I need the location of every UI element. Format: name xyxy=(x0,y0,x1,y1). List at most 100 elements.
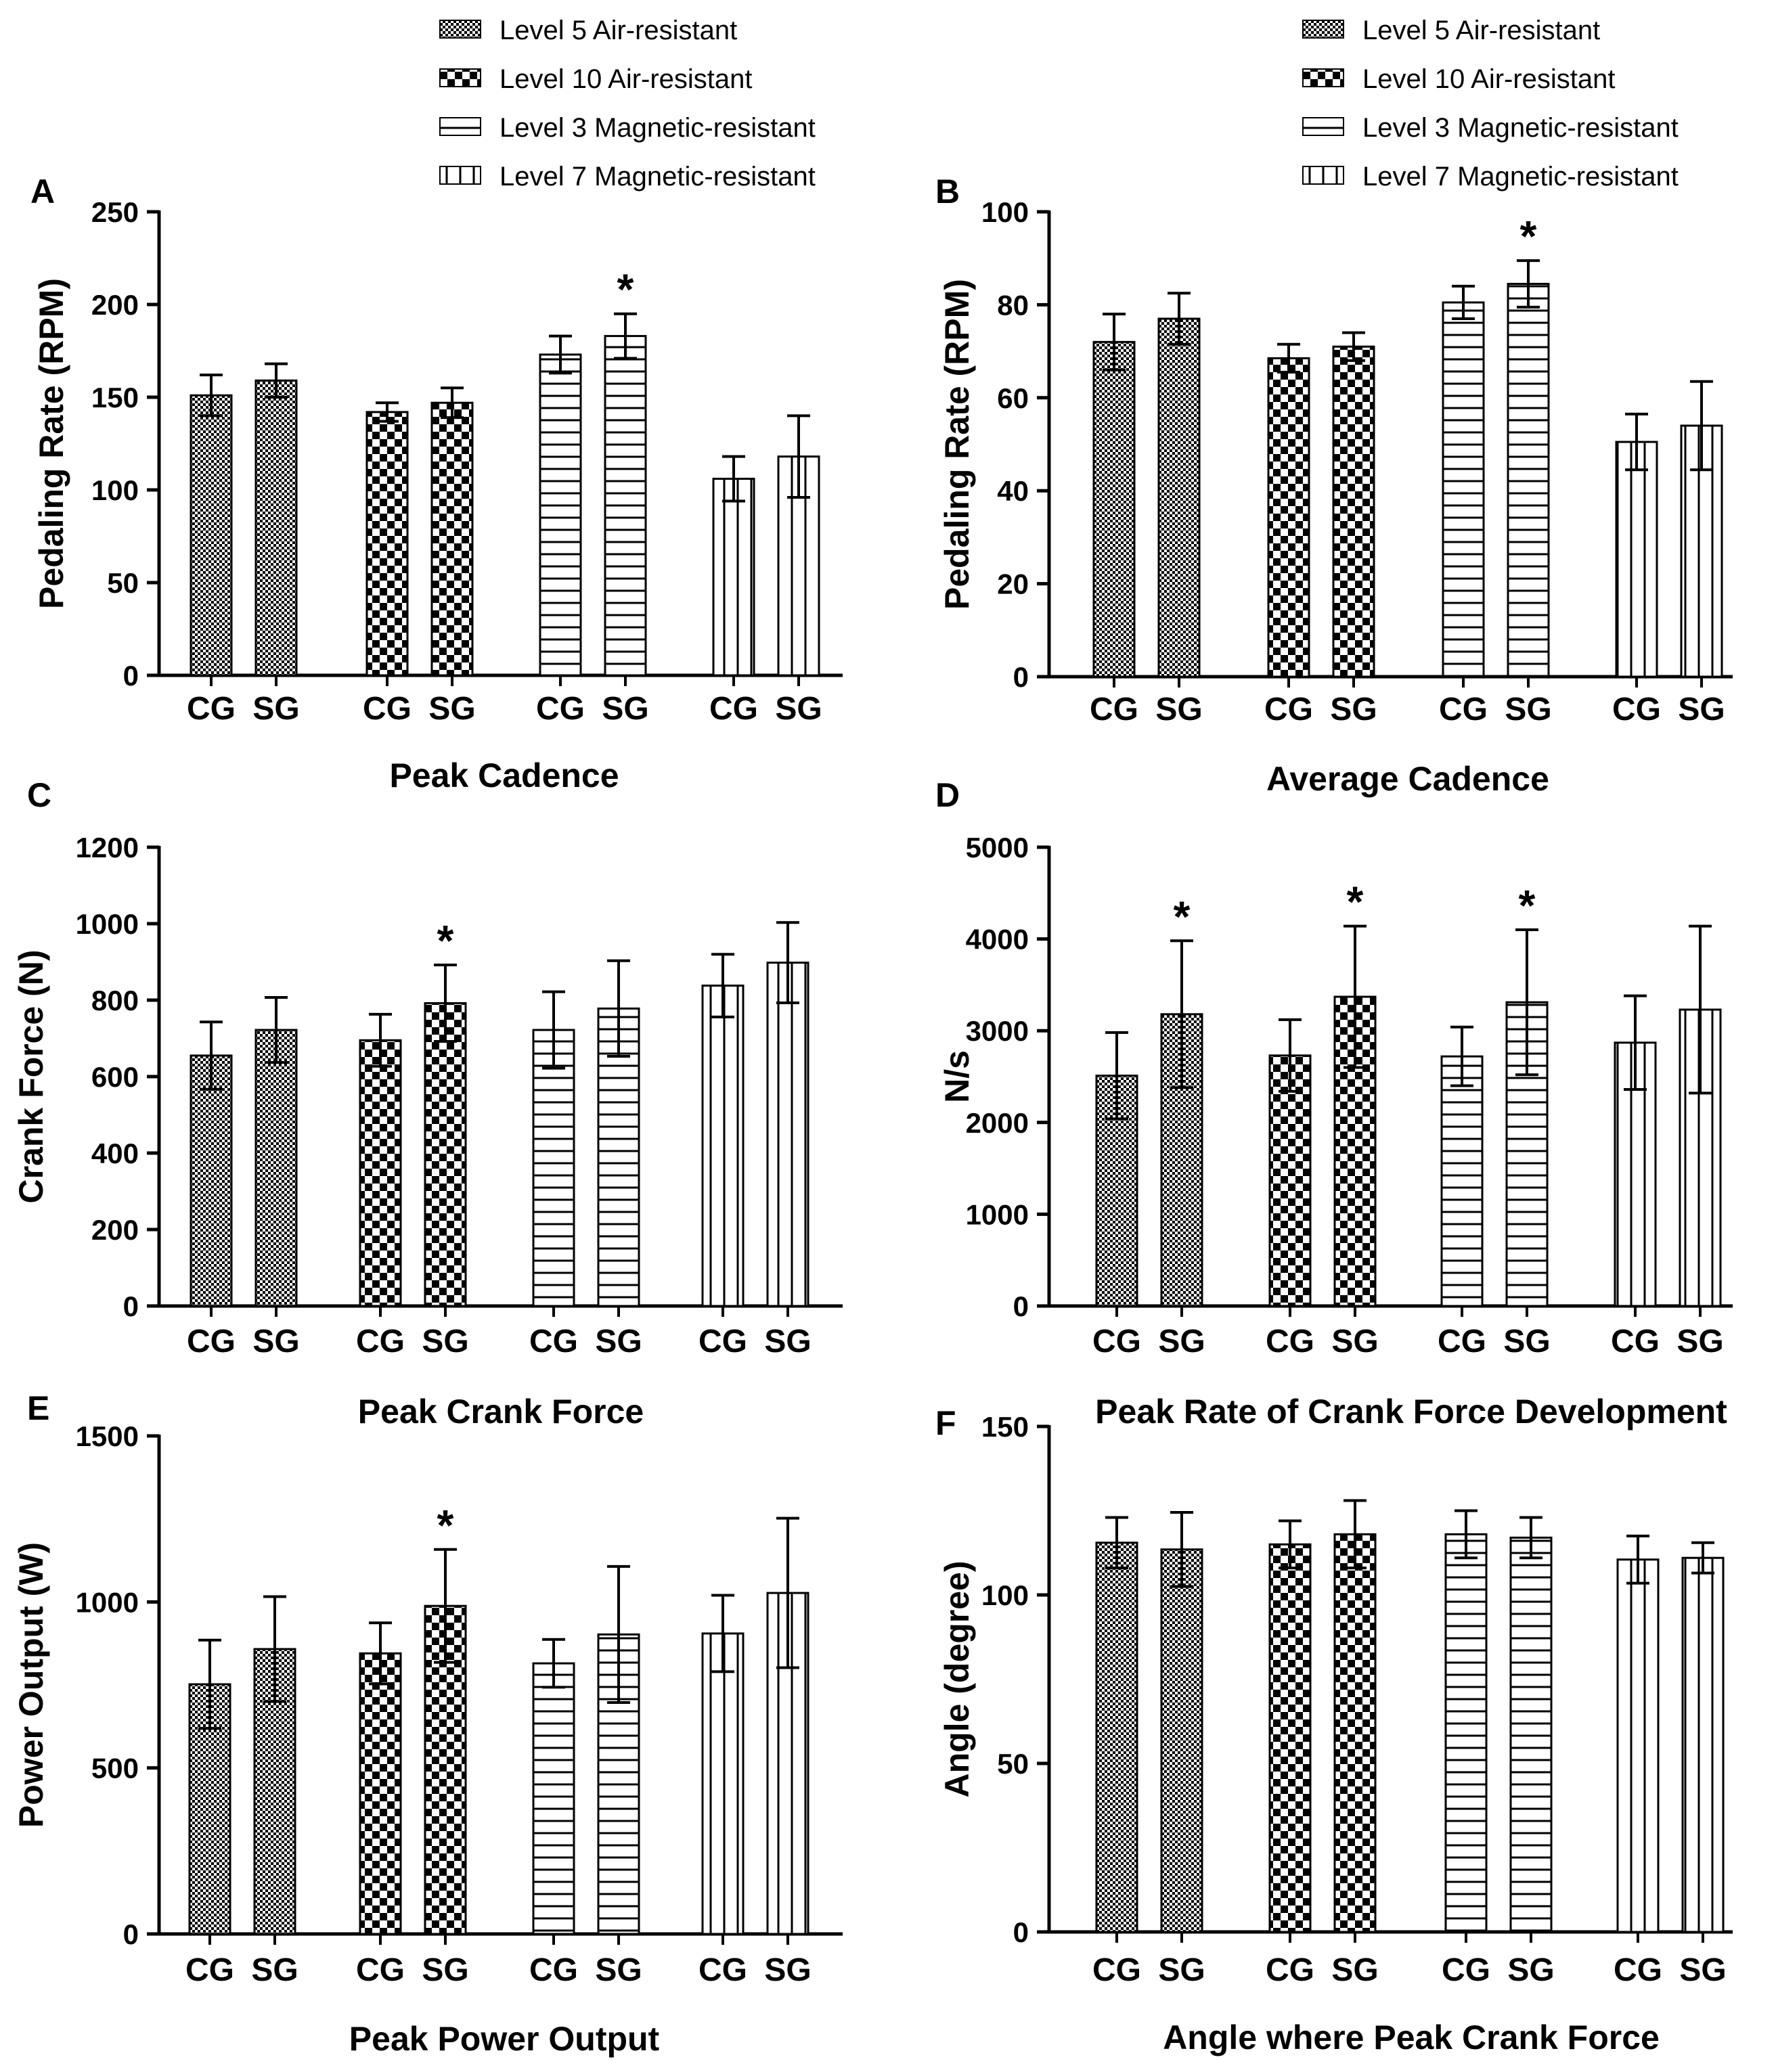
significance-star: * xyxy=(617,265,634,314)
x-tick-label: CG xyxy=(363,691,412,727)
bar xyxy=(701,985,745,1307)
legend-label: Level 5 Air-resistant xyxy=(1362,16,1600,45)
legend-item: Level 5 Air-resistant xyxy=(439,16,737,45)
bar xyxy=(1616,1558,1660,1933)
x-tick-label: CG xyxy=(709,691,758,727)
panel-title: Peak Power Output xyxy=(349,2020,660,2058)
y-tick-label: 0 xyxy=(1013,1916,1029,1948)
x-tick-label: CG xyxy=(1612,692,1661,727)
error-bar xyxy=(1105,1516,1128,1570)
y-tick-label: 100 xyxy=(91,474,139,506)
bar xyxy=(1092,340,1136,678)
bar xyxy=(597,1007,640,1307)
legend-label: Level 5 Air-resistant xyxy=(500,16,737,45)
bar xyxy=(1681,1556,1725,1933)
panel-a-peak-cadence: A 0 50 100 150 200 250 Pedaling Rate (RPM) CG SG C… xyxy=(30,173,843,794)
x-tick-label: SG xyxy=(1678,692,1725,727)
error-bar xyxy=(200,374,223,418)
significance-star: * xyxy=(1347,878,1364,926)
bar xyxy=(539,353,582,677)
error-bar xyxy=(1690,380,1713,472)
x-tick-label: SG xyxy=(422,1952,468,1988)
x-tick-label: CG xyxy=(529,1324,578,1359)
error-bar xyxy=(376,401,399,423)
bar xyxy=(254,379,298,677)
error-bar xyxy=(542,990,565,1070)
panel-c-peak-crank-force: C 0 200 400 600 800 1000 1200 Crank Force (N) CG S… xyxy=(12,776,843,1431)
error-bar xyxy=(1279,1519,1302,1570)
error-bar xyxy=(1344,1499,1367,1570)
x-tick-label: CG xyxy=(1266,1952,1314,1988)
x-tick-label: CG xyxy=(1614,1952,1662,1988)
significance-star: * xyxy=(1519,881,1536,930)
legend-swatch xyxy=(1302,166,1344,185)
legend-swatch xyxy=(439,20,481,39)
y-axis-title: Pedaling Rate (RPM) xyxy=(938,279,976,610)
x-tick-label: CG xyxy=(187,1324,236,1359)
legend-label: Level 10 Air-resistant xyxy=(500,64,753,94)
y-tick-label: 0 xyxy=(123,1290,139,1322)
error-bar xyxy=(434,964,457,1043)
x-tick-label: SG xyxy=(764,1324,811,1359)
legend-swatch xyxy=(439,68,481,87)
error-bar xyxy=(549,334,572,375)
y-tick-label: 600 xyxy=(91,1061,139,1093)
x-tick-label: CG xyxy=(1092,1324,1141,1359)
x-tick-label: SG xyxy=(1505,692,1551,727)
bar xyxy=(424,1002,467,1307)
y-tick-label: 40 xyxy=(997,475,1029,507)
legend-item: Level 10 Air-resistant xyxy=(1302,64,1616,94)
x-tick-label: CG xyxy=(356,1324,405,1359)
x-tick-label: SG xyxy=(252,1324,299,1359)
bar xyxy=(254,1029,298,1307)
error-bar xyxy=(722,455,745,503)
x-tick-label: SG xyxy=(1330,692,1377,727)
bar xyxy=(1268,1543,1312,1933)
y-tick-label: 400 xyxy=(91,1138,139,1169)
y-tick-label: 4000 xyxy=(966,924,1029,955)
bar xyxy=(1160,1548,1203,1933)
error-bar xyxy=(200,1020,223,1091)
x-tick-label: SG xyxy=(775,691,822,727)
x-tick-label: SG xyxy=(1503,1324,1550,1359)
error-bar xyxy=(542,1638,565,1689)
y-tick-label: 200 xyxy=(91,1214,139,1246)
y-tick-label: 1000 xyxy=(966,1198,1029,1230)
error-bar xyxy=(1279,1018,1302,1093)
y-axis-title: Crank Force (N) xyxy=(12,949,50,1203)
legend-right: Level 5 Air-resistant Level 10 Air-resis… xyxy=(1302,16,1679,192)
panel-d-peak-rate-crank-force: D 0 1000 2000 3000 4000 5000 N/s CG SG * CG SG * CG SG *… xyxy=(935,776,1733,1431)
legend-left: Level 5 Air-resistant Level 10 Air-resis… xyxy=(439,16,816,192)
x-tick-label: SG xyxy=(428,691,475,727)
x-tick-label: SG xyxy=(595,1324,642,1359)
panel-letter: C xyxy=(27,776,51,814)
x-tick-label: SG xyxy=(1507,1952,1554,1988)
x-tick-label: SG xyxy=(764,1952,811,1988)
error-bar xyxy=(434,1548,457,1664)
x-tick-label: CG xyxy=(185,1952,234,1988)
panel-letter: D xyxy=(935,776,960,814)
error-bar xyxy=(1625,412,1648,472)
x-tick-label: SG xyxy=(1331,1324,1378,1359)
x-tick-label: SG xyxy=(422,1324,468,1359)
y-axis-title: N/s xyxy=(938,1050,976,1103)
y-tick-label: 200 xyxy=(91,289,139,321)
panel-e-peak-power-output: E 0 500 1000 1500 Power Output (W) CG SG CG SG * CG… xyxy=(12,1389,843,2058)
x-tick-label: CG xyxy=(698,1324,747,1359)
x-tick-label: SG xyxy=(602,691,648,727)
error-bar xyxy=(265,362,288,399)
y-tick-label: 1000 xyxy=(76,908,139,940)
x-tick-label: CG xyxy=(1611,1324,1660,1359)
bar xyxy=(1332,345,1375,678)
x-tick-label: SG xyxy=(1155,692,1202,727)
x-tick-label: SG xyxy=(251,1952,298,1988)
panel-letter: F xyxy=(935,1404,956,1442)
error-bar xyxy=(776,921,799,1004)
error-bar xyxy=(1519,1516,1542,1560)
panel-f-angle-peak-crank-force: F 0 50 100 150 Angle (degree) CG SG CG SG CG SG CG SG… xyxy=(935,1404,1733,2056)
legend-swatch xyxy=(439,166,481,185)
bar xyxy=(365,411,409,677)
legend-item: Level 3 Magnetic-resistant xyxy=(1302,113,1679,143)
bar xyxy=(712,478,755,677)
